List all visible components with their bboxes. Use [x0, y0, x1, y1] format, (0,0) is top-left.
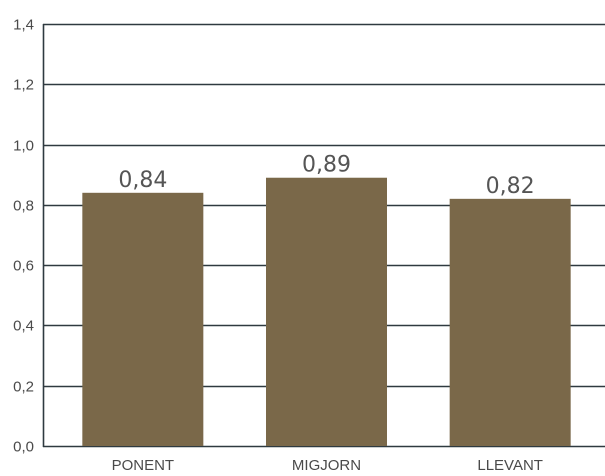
y-tick-label: 1,4 [13, 17, 34, 34]
x-category-label: LLEVANT [477, 457, 543, 474]
y-axis-tick-labels: 0,0 0,2 0,4 0,6 0,8 1,0 1,2 1,4 [13, 17, 34, 456]
bar-llevant [449, 198, 571, 446]
bar-migjorn [266, 177, 387, 446]
bar-ponent [82, 192, 204, 446]
bar-value-label: 0,89 [302, 153, 351, 178]
y-tick-label: 0,2 [13, 379, 34, 396]
y-tick-label: 0,4 [13, 318, 34, 335]
y-tick-label: 0,8 [13, 198, 34, 215]
x-category-label: MIGJORN [292, 457, 361, 474]
x-category-label: PONENT [112, 457, 175, 474]
bar-value-label: 0,82 [486, 174, 535, 199]
y-tick-label: 0,6 [13, 258, 34, 275]
y-tick-label: 1,2 [13, 77, 34, 94]
bar-value-labels: 0,84 0,89 0,82 [118, 153, 534, 199]
bar-value-label: 0,84 [118, 168, 167, 193]
y-tick-label: 0,0 [13, 439, 34, 456]
y-tick-label: 1,0 [13, 138, 34, 155]
bars [82, 177, 571, 446]
x-axis-category-labels: PONENT MIGJORN LLEVANT [112, 457, 543, 474]
